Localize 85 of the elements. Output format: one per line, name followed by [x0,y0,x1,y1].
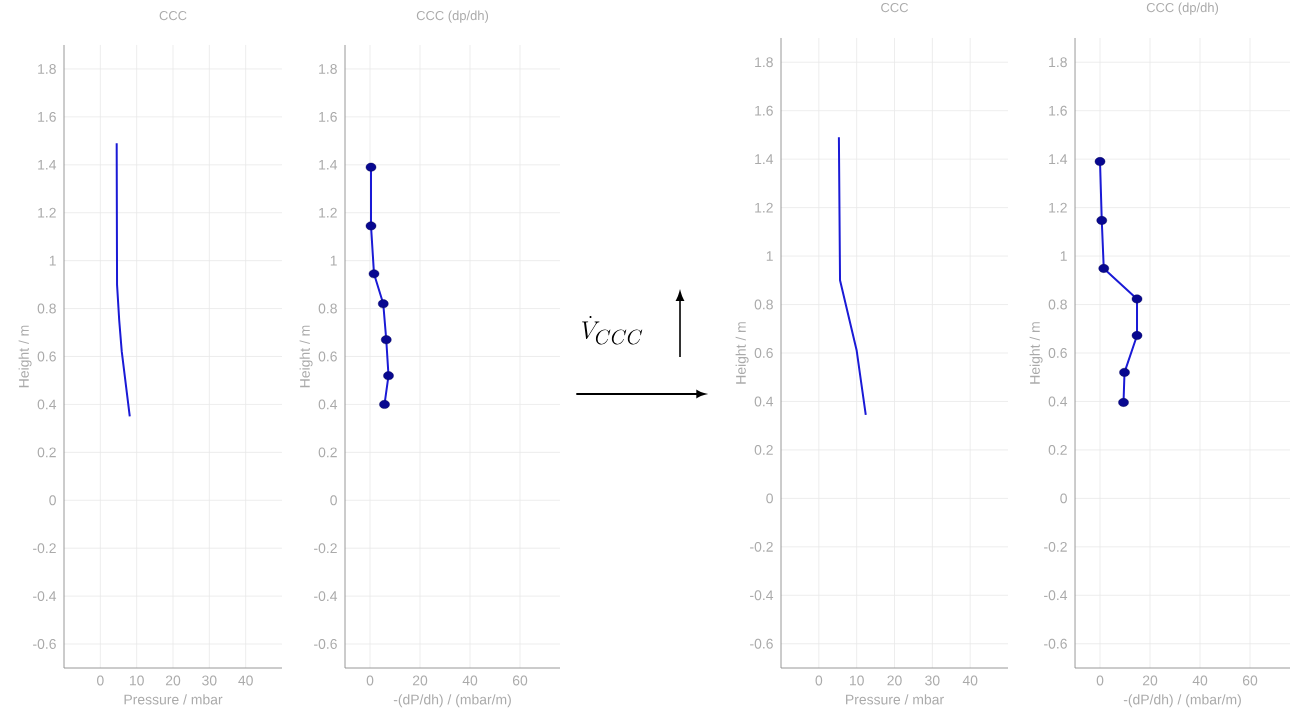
y-tick-label: -0.2 [33,543,56,554]
x-axis-title: -(dP/dh) / (mbar/m) [1123,694,1241,708]
y-tick-label: 0.8 [754,299,773,310]
x-axis-title: -(dP/dh) / (mbar/m) [393,694,511,708]
chart-title: CCC [881,2,909,13]
y-tick-label: 1.6 [755,105,773,116]
x-tick-label: 20 [412,675,428,686]
y-tick-label: 0 [330,495,337,506]
y-tick-label: 1 [49,255,56,266]
x-tick-label: 30 [925,675,940,686]
y-tick-label: 1.4 [1049,154,1068,164]
y-tick-label: 1.2 [38,207,56,218]
x-tick-label: 40 [238,675,253,686]
y-tick-label: -0.2 [1044,541,1067,552]
y-tick-label: 1.8 [319,64,337,74]
x-tick-label: 20 [887,675,902,686]
x-axis-title: Pressure / mbar [124,694,223,705]
chart-title: CCC (dp/dh) [1146,2,1219,15]
x-tick-label: 10 [849,675,864,686]
x-tick-label: 60 [512,675,528,686]
y-tick-label: 1.4 [755,154,774,164]
x-tick-label: 0 [366,675,374,686]
y-axis-title: Height / m [18,325,32,388]
y-tick-label: 0.6 [318,351,337,362]
y-tick-label: 1.8 [38,64,56,74]
x-tick-label: 60 [1242,675,1258,686]
y-axis-title: Height / m [735,322,749,384]
y-tick-label: 1.6 [319,111,337,122]
x-tick-label: 20 [1142,675,1158,686]
y-tick-label: 0.8 [37,303,56,314]
y-tick-label: 1 [766,251,773,261]
y-tick-label: 0.4 [1048,396,1068,407]
y-tick-label: 0.8 [318,303,337,314]
y-tick-label: 0 [49,495,56,506]
y-tick-label: 1 [1060,251,1067,261]
y-tick-label: 0.2 [754,444,773,455]
y-tick-label: 0.4 [754,396,774,407]
y-axis-title: Height / m [299,325,313,388]
line-series [115,142,131,418]
y-tick-label: 0 [1060,493,1067,504]
y-tick-label: 0.2 [1048,444,1067,455]
y-tick-label: -0.6 [33,639,56,649]
x-tick-label: 30 [202,675,217,686]
y-tick-label: 0.4 [37,399,57,410]
y-tick-label: 0 [766,493,773,504]
y-tick-label: -0.6 [750,638,773,649]
y-tick-label: 1.2 [755,202,773,213]
x-tick-label: 0 [1096,675,1104,686]
text: $\dot{V}_{CCC}$ [582,315,643,345]
y-tick-label: 0.6 [754,348,773,358]
chart-title: CCC [159,10,187,21]
x-tick-label: 40 [962,675,978,686]
y-tick-label: -0.4 [1044,590,1068,601]
y-tick-label: 1.6 [38,111,56,122]
y-tick-label: -0.4 [314,591,338,602]
x-axis-title: Pressure / mbar [846,694,944,705]
x-tick-label: 0 [97,675,104,686]
y-tick-label: 1.4 [319,160,338,170]
y-tick-label: -0.6 [314,639,337,649]
y-tick-label: 1.8 [1049,57,1067,68]
y-tick-label: 1.2 [1049,202,1067,213]
y-tick-label: 0.6 [1048,348,1067,358]
y-tick-label: -0.2 [750,541,773,552]
y-axis-title: Height / m [1029,322,1043,384]
y-tick-label: 1.4 [38,160,57,170]
x-tick-label: 20 [165,675,181,686]
y-tick-label: -0.4 [33,591,57,602]
y-tick-label: 0.4 [318,399,338,410]
y-tick-label: 0.2 [37,447,56,458]
y-tick-label: 0.8 [1048,299,1067,310]
y-tick-label: -0.6 [1044,638,1067,649]
y-tick-label: 0.6 [37,351,56,362]
chart-title: CCC (dp/dh) [416,10,489,23]
line-series [837,136,867,416]
y-tick-label: -0.2 [314,543,337,554]
y-tick-label: 1.2 [319,207,337,218]
x-tick-label: 0 [815,675,823,686]
x-tick-label: 10 [129,675,144,686]
y-tick-label: 0.2 [318,447,337,458]
y-tick-label: -0.4 [750,590,774,601]
x-tick-label: 40 [462,675,478,686]
y-tick-label: 1 [330,255,337,266]
x-tick-label: 40 [1192,675,1208,686]
y-tick-label: 1.8 [755,57,773,68]
y-tick-label: 1.6 [1049,105,1067,116]
